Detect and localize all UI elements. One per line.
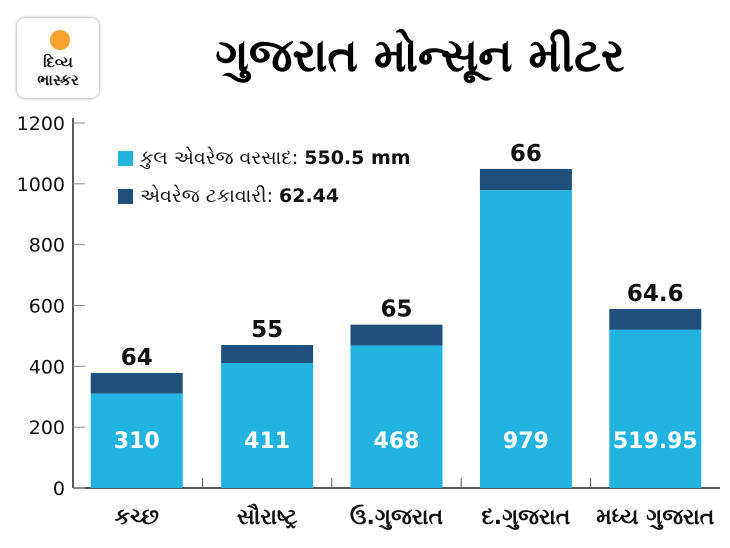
bar-percent-label: 66: [510, 141, 542, 167]
category-label: સૌરાષ્ટ્ર: [237, 503, 298, 530]
bar-rain: [609, 329, 702, 488]
category-label: ઉ.ગુજરાત: [350, 504, 444, 530]
category-label: કચ્છ: [115, 505, 159, 530]
bar-rain: [90, 393, 183, 488]
bar-rain: [221, 362, 314, 488]
legend-swatch-percent: [118, 188, 133, 204]
bar-rain-label: 979: [503, 429, 549, 454]
bar-percent-label: 64.6: [627, 281, 684, 307]
bar-rain-label: 468: [374, 429, 420, 454]
y-tick-label: 600: [29, 296, 65, 318]
legend-label: એવરેજ ટકાવારી:: [140, 185, 273, 207]
legend: કુલ એવરેજ વરસાદ: 550.5 mm એવરેજ ટકાવારી:…: [118, 139, 411, 215]
legend-item-percent: એવરેજ ટકાવારી: 62.44: [118, 177, 411, 215]
logo-line1: દિવ્ય: [43, 53, 73, 71]
y-tick-label: 200: [29, 417, 65, 439]
category-label: મધ્ય ગુજરાત: [596, 505, 715, 530]
bar-percent: [609, 308, 702, 330]
legend-value: 62.44: [279, 185, 340, 207]
bar-percent: [479, 168, 572, 191]
logo-line2: ભાસ્કર: [37, 71, 79, 89]
legend-item-rain: કુલ એવરેજ વરસાદ: 550.5 mm: [118, 139, 411, 177]
bar-percent-label: 64: [121, 345, 153, 371]
legend-label: કુલ એવરેજ વરસાદ:: [140, 147, 299, 169]
y-tick-label: 400: [29, 356, 65, 378]
y-tick-label: 1200: [17, 113, 65, 135]
legend-value: 550.5 mm: [304, 147, 411, 169]
bar-percent: [90, 373, 183, 394]
y-tick-label: 0: [53, 478, 65, 500]
bar-rain: [350, 345, 443, 488]
bar-rain-label: 310: [114, 429, 160, 454]
bar-percent-label: 55: [251, 317, 283, 343]
divya-bhaskar-logo: દિવ્ય ભાસ્કર: [17, 18, 99, 98]
bar-rain: [479, 190, 572, 489]
category-label: દ.ગુજરાત: [481, 505, 570, 530]
page-title: ગુજરાત મોન્સૂન મીટર: [215, 28, 625, 82]
bar-rain-label: 519.95: [613, 429, 698, 454]
bar-percent-label: 65: [380, 297, 412, 323]
y-tick-label: 800: [29, 235, 65, 257]
sun-icon: [50, 30, 70, 50]
y-tick-label: 1000: [17, 174, 65, 196]
legend-swatch-rain: [118, 150, 133, 166]
bar-rain-label: 411: [244, 429, 290, 454]
bar-percent: [221, 345, 314, 363]
bar-percent: [350, 324, 443, 346]
